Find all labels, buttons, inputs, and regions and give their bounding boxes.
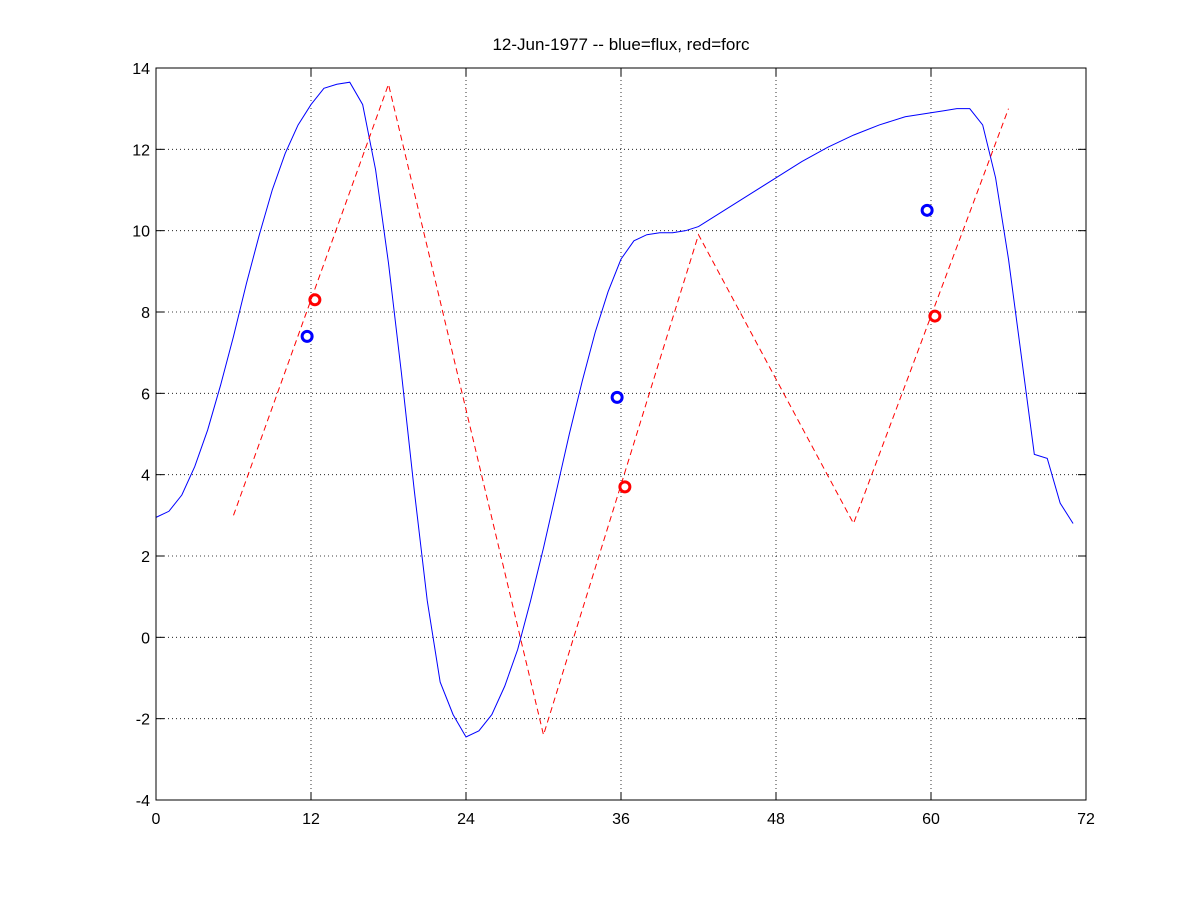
data-point-marker (308, 293, 322, 307)
x-tick-label: 0 (152, 811, 161, 828)
series-layer (155, 81, 1074, 738)
x-tick-label: 36 (612, 811, 630, 828)
data-point-marker (920, 203, 934, 217)
y-tick-label: 12 (132, 142, 150, 159)
plot-area (156, 68, 1086, 800)
y-tick-label: 10 (132, 224, 150, 241)
x-tick-label: 12 (302, 811, 320, 828)
data-point-marker (928, 309, 942, 323)
y-tick-label: 4 (141, 468, 150, 485)
data-point-marker (610, 390, 624, 404)
y-tick-label: 14 (132, 61, 150, 78)
x-tick-label: 60 (922, 811, 940, 828)
y-tick-label: 2 (141, 549, 150, 566)
y-tick-label: 0 (141, 630, 150, 647)
y-tick-label: 8 (141, 305, 150, 322)
y-tick-label: -2 (136, 712, 150, 729)
x-tick-label: 24 (457, 811, 475, 828)
y-tick-label: 6 (141, 386, 150, 403)
y-tick-label: -4 (136, 793, 150, 810)
x-tick-label: 48 (767, 811, 785, 828)
data-point-marker (300, 329, 314, 343)
x-tick-label: 72 (1077, 811, 1095, 828)
data-point-marker (618, 480, 632, 494)
chart-title: 12-Jun-1977 -- blue=flux, red=forc (492, 35, 750, 54)
forc-dashed-line (233, 82, 1009, 737)
flux-solid-line (155, 81, 1074, 738)
